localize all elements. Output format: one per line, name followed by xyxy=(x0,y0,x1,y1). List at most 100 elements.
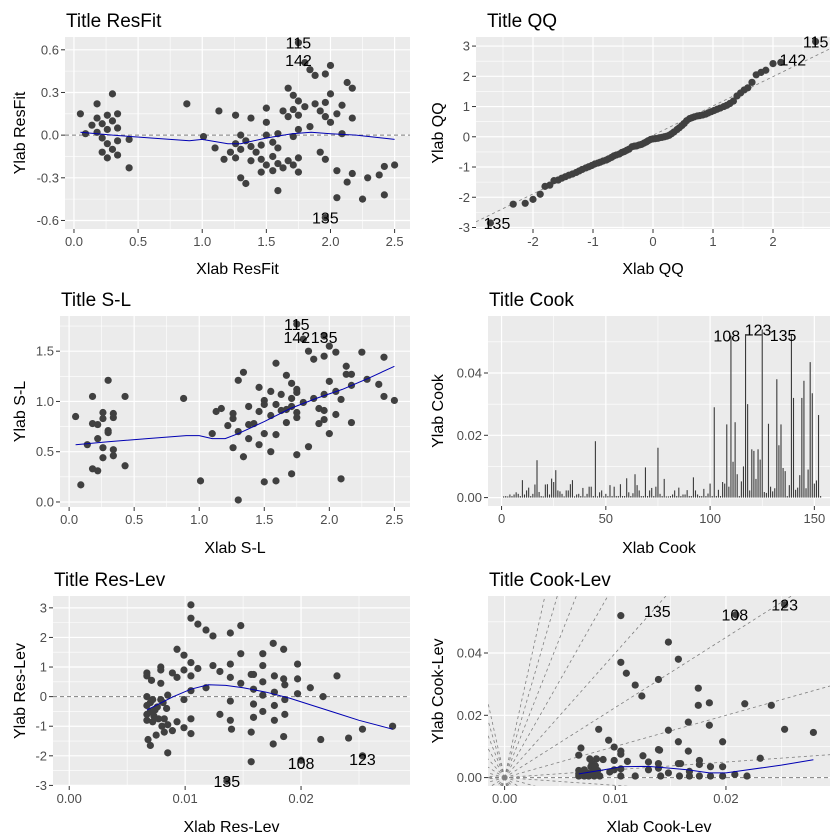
y-tick-label: 2 xyxy=(463,69,470,84)
data-point xyxy=(157,666,165,674)
data-point xyxy=(226,629,234,637)
data-point xyxy=(391,161,399,169)
y-tick-label: 1 xyxy=(463,99,470,114)
data-point xyxy=(380,162,388,171)
y-tick-label: -2 xyxy=(458,190,470,205)
data-point xyxy=(202,626,210,634)
data-point xyxy=(234,428,242,436)
data-point xyxy=(684,718,692,726)
smooth-line xyxy=(578,759,814,775)
data-point xyxy=(509,200,517,208)
data-point xyxy=(144,735,152,744)
data-point xyxy=(121,392,129,401)
data-point xyxy=(638,692,646,700)
data-point xyxy=(719,763,727,771)
data-point xyxy=(293,408,301,417)
data-point xyxy=(664,769,673,777)
data-point xyxy=(109,413,117,422)
data-point xyxy=(674,655,682,663)
panel-background xyxy=(488,596,830,786)
data-point xyxy=(333,110,341,118)
cook-contour-line xyxy=(504,777,630,786)
cook-contour-line xyxy=(488,776,505,778)
data-point xyxy=(279,164,287,172)
data-point xyxy=(289,91,297,99)
data-point xyxy=(287,470,296,478)
data-point xyxy=(617,772,625,780)
data-point xyxy=(599,755,607,764)
x-tick-label: 1 xyxy=(709,234,716,249)
y-tick-label: 1.0 xyxy=(36,394,54,409)
panel-title: Title S-L xyxy=(61,290,131,311)
x-tick-label: 0.01 xyxy=(172,791,197,806)
data-point xyxy=(272,477,280,485)
cook-contour-line xyxy=(504,596,609,778)
data-point xyxy=(180,651,188,659)
data-point xyxy=(293,451,301,459)
x-tick-label: 2.5 xyxy=(385,512,403,527)
data-point xyxy=(94,420,102,429)
data-point xyxy=(229,414,237,423)
data-point xyxy=(255,441,263,449)
data-point xyxy=(358,752,367,760)
data-point xyxy=(299,335,307,343)
data-point xyxy=(76,110,84,118)
data-point xyxy=(217,404,225,413)
data-point xyxy=(269,167,277,175)
data-point xyxy=(226,673,234,681)
data-point xyxy=(270,716,278,724)
data-point xyxy=(741,700,749,708)
data-point xyxy=(262,161,270,169)
y-tick-label: 0.6 xyxy=(41,42,59,57)
data-point xyxy=(187,715,195,723)
data-point xyxy=(321,113,329,121)
data-point xyxy=(279,107,287,115)
data-point xyxy=(255,407,263,416)
data-point xyxy=(781,725,789,733)
data-point xyxy=(187,658,195,667)
data-point xyxy=(223,777,231,785)
data-point xyxy=(212,407,220,416)
data-point xyxy=(762,66,770,74)
y-tick-label: 0.04 xyxy=(457,646,482,661)
data-point xyxy=(180,666,188,674)
plot-content xyxy=(503,329,822,498)
y-tick-label: 0.0 xyxy=(41,128,59,143)
point-annotation: 135 xyxy=(311,330,338,347)
data-point xyxy=(245,402,253,411)
data-point xyxy=(152,731,160,739)
plot-content xyxy=(488,596,830,786)
y-tick-label: 2 xyxy=(40,630,47,645)
cook-contour-line xyxy=(488,720,505,778)
data-point xyxy=(282,418,290,427)
data-point xyxy=(215,107,223,115)
data-point xyxy=(194,620,202,628)
data-point xyxy=(293,690,302,698)
data-point xyxy=(160,715,168,723)
data-point xyxy=(247,157,255,165)
data-point xyxy=(237,650,245,658)
data-point xyxy=(325,377,333,385)
data-point xyxy=(719,772,727,780)
data-point xyxy=(149,718,157,726)
data-point xyxy=(274,159,282,168)
data-point xyxy=(209,632,217,640)
data-point xyxy=(109,446,117,454)
data-point xyxy=(294,39,303,47)
x-tick-label: 0.00 xyxy=(57,791,82,806)
y-tick-label: 1 xyxy=(40,660,47,675)
data-point xyxy=(617,612,625,620)
data-point xyxy=(676,759,685,768)
panel-title: Title ResFit xyxy=(66,11,162,32)
point-annotation: 115 xyxy=(803,35,829,52)
data-point xyxy=(257,155,265,163)
data-point xyxy=(705,721,713,729)
panel-title: Title QQ xyxy=(487,11,557,32)
data-point xyxy=(259,691,267,699)
data-point xyxy=(104,429,112,437)
x-tick-label: 2 xyxy=(769,234,776,249)
y-tick-label: 3 xyxy=(463,39,470,54)
data-point xyxy=(731,770,739,779)
x-tick-label: 0.0 xyxy=(60,512,78,527)
